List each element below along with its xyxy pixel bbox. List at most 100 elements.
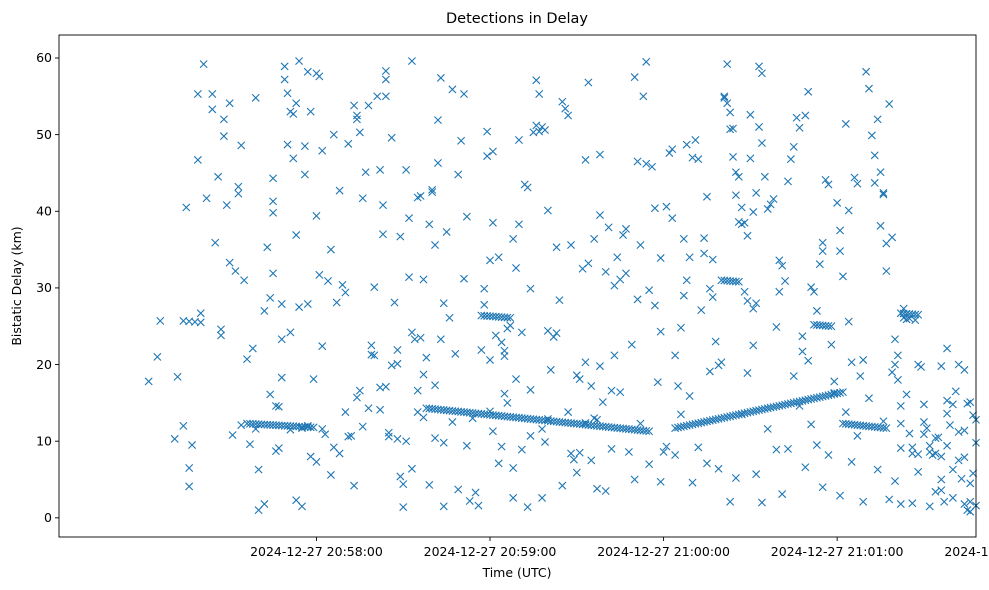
data-point	[506, 321, 515, 330]
data-point	[567, 449, 576, 458]
data-point	[367, 341, 376, 350]
data-point	[413, 386, 422, 395]
data-point	[789, 372, 798, 381]
data-point	[486, 256, 495, 265]
data-point	[442, 227, 451, 236]
chart-title: Detections in Delay	[446, 11, 588, 27]
data-point	[807, 420, 816, 429]
data-point	[656, 254, 665, 263]
data-point	[352, 111, 361, 120]
data-point	[587, 382, 596, 391]
data-point	[277, 335, 286, 344]
data-point	[182, 203, 191, 212]
data-point	[943, 344, 952, 353]
data-point	[494, 253, 503, 262]
data-point	[627, 340, 636, 349]
data-point	[173, 372, 182, 381]
data-point	[402, 165, 411, 174]
data-point	[483, 127, 492, 136]
data-point	[549, 332, 558, 341]
data-point	[601, 487, 610, 496]
data-point	[969, 469, 978, 478]
data-point	[393, 346, 402, 354]
data-point	[836, 491, 845, 500]
data-point	[514, 220, 523, 229]
data-point	[711, 337, 720, 346]
data-point	[581, 358, 590, 367]
data-point	[766, 200, 775, 209]
data-point	[303, 300, 312, 308]
data-point	[714, 464, 723, 473]
data-point	[185, 482, 194, 491]
data-point	[876, 221, 885, 230]
data-point	[402, 437, 411, 446]
data-point	[509, 493, 518, 502]
data-point	[891, 360, 899, 369]
data-point	[656, 327, 665, 336]
data-point	[269, 269, 278, 278]
data-point	[477, 346, 486, 354]
data-point	[326, 470, 335, 479]
data-point	[309, 423, 318, 432]
data-point	[743, 231, 752, 240]
data-point	[436, 335, 445, 344]
data-point	[729, 152, 737, 161]
data-point	[399, 503, 408, 512]
data-point	[815, 260, 824, 269]
data-point	[734, 172, 743, 181]
data-point	[445, 313, 454, 322]
data-point	[679, 291, 688, 300]
data-point	[642, 159, 651, 168]
data-point	[919, 430, 928, 439]
x-tick-label: 2024-12-27 20:59:00	[424, 544, 557, 559]
data-point	[471, 488, 480, 497]
data-point	[431, 434, 440, 443]
data-point	[540, 437, 549, 446]
data-point	[410, 335, 419, 344]
data-point	[818, 483, 827, 492]
data-point	[335, 186, 344, 195]
data-point	[925, 441, 934, 450]
data-point	[532, 121, 541, 130]
data-point	[199, 60, 208, 69]
data-point	[870, 178, 879, 187]
data-point	[526, 284, 535, 293]
data-point	[500, 352, 509, 361]
data-point	[488, 147, 497, 156]
data-point	[676, 323, 685, 332]
data-point	[381, 67, 390, 76]
data-point	[948, 465, 957, 474]
data-point	[312, 211, 321, 220]
data-point	[812, 441, 821, 450]
data-point	[590, 234, 599, 243]
data-point	[248, 344, 257, 353]
data-point	[358, 422, 367, 431]
data-point	[755, 62, 764, 71]
data-point	[841, 408, 850, 417]
y-tick-label: 20	[36, 357, 52, 372]
data-point	[731, 277, 740, 286]
data-point	[697, 306, 706, 315]
data-point	[859, 355, 868, 364]
data-point	[228, 431, 237, 440]
data-point	[269, 174, 278, 183]
data-point	[387, 133, 396, 142]
data-point	[526, 431, 535, 440]
data-point	[888, 233, 897, 242]
data-point	[413, 408, 422, 417]
y-axis: 0 10 20 30 40 50 60	[36, 50, 59, 525]
data-point	[474, 501, 483, 510]
data-point	[925, 502, 934, 511]
data-point	[494, 459, 503, 468]
data-point	[694, 155, 703, 164]
data-point	[234, 182, 243, 191]
data-point	[856, 372, 865, 381]
data-point	[480, 300, 489, 309]
data-point	[419, 275, 428, 284]
data-point	[752, 470, 761, 479]
data-point	[405, 214, 414, 223]
data-point	[726, 497, 735, 506]
data-point	[731, 191, 740, 200]
data-point	[749, 208, 758, 217]
data-point	[737, 203, 746, 212]
